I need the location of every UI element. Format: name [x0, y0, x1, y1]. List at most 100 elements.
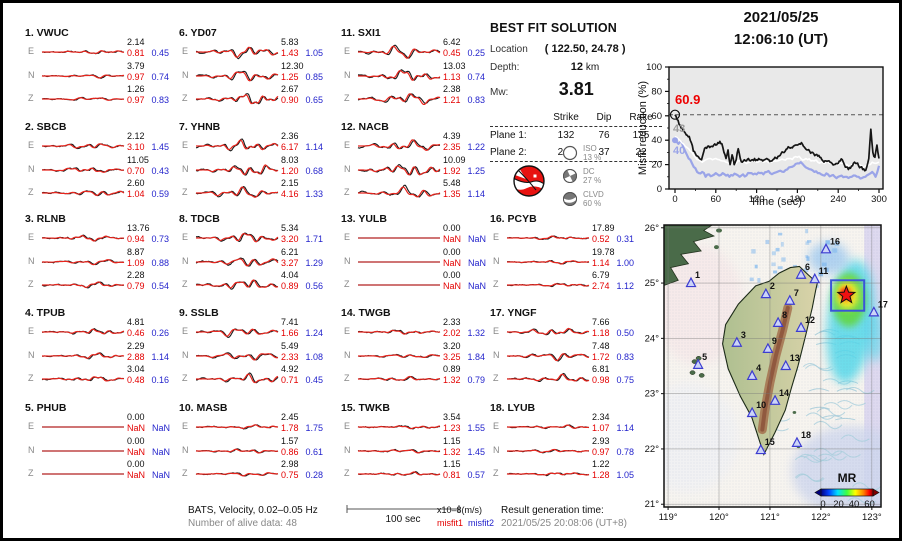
misfit1-value: NaN	[443, 258, 462, 268]
misfit2-value: 0.83	[467, 95, 486, 105]
amplitude-value: 0.00	[443, 223, 461, 233]
component-label: Z	[493, 373, 499, 383]
misfit1-value: NaN	[127, 447, 146, 457]
waveform-trace-row: E 4.39 2.35 1.22	[341, 131, 494, 158]
waveform-plot	[42, 426, 124, 428]
station-number: 18	[801, 430, 811, 440]
component-label: E	[344, 326, 351, 336]
misfit1-value: 1.14	[592, 258, 610, 268]
synthetic-trace	[42, 235, 125, 242]
waveform-trace-row: Z 2.38 1.21 0.83	[341, 84, 494, 111]
synthetic-trace	[507, 448, 590, 453]
component-label: E	[344, 140, 351, 150]
waveform-trace-row: E 0.00 NaN NaN	[25, 412, 178, 439]
misfit2-value: 1.14	[616, 423, 635, 433]
station-number: 17	[878, 299, 888, 309]
mr-colorbar: MR 0 20 40 60	[814, 471, 880, 510]
trace-values: 10.09 1.92 1.25	[443, 155, 494, 177]
station-number: 16	[830, 236, 840, 246]
misfit1-value: 0.81	[127, 48, 145, 58]
misfit2-value: 0.75	[616, 375, 635, 385]
amplitude-value: 2.28	[127, 270, 145, 280]
misfit1-value: 1.32	[443, 375, 461, 385]
misfit1-value: 0.70	[127, 166, 145, 176]
waveform-trace-row: N 1.15 1.32 1.45	[341, 436, 494, 463]
amplitude-value: 19.78	[592, 247, 615, 257]
x-tick-label: 0	[672, 194, 677, 205]
amplitude-value: 2.36	[281, 131, 299, 141]
component-label: E	[182, 46, 189, 56]
misfit1-value: 2.35	[443, 142, 461, 152]
misfit1-value: 3.27	[281, 258, 299, 268]
waveform-plot	[41, 328, 125, 335]
misfit1-value: NaN	[443, 234, 462, 244]
synthetic-trace	[507, 472, 590, 476]
misfit2-legend: misfit2	[468, 518, 495, 528]
station-block: 18. LYUB E 2.34 1.07 1.14 N 2.93 0.97 0.78 Z 1.22 1…	[490, 402, 643, 496]
x-tick-label: 60	[711, 194, 722, 205]
misfit1-value: NaN	[443, 281, 462, 291]
misfit2-value: 1.32	[467, 328, 486, 338]
component-label: N	[344, 70, 351, 80]
trace-values: 19.78 1.14 1.00	[592, 247, 643, 269]
station-block: 7. YHNB E 2.36 6.17 1.14 N 8.03 1.20 0.68 Z 2.15 4.…	[179, 121, 332, 215]
colorbar-tick-label: 0	[820, 499, 825, 510]
amplitude-value: 7.48	[592, 341, 610, 351]
amplitude-value: 6.81	[592, 364, 610, 374]
amplitude-value: 2.38	[443, 84, 461, 94]
misfit2-value: 0.88	[151, 258, 170, 268]
waveform-trace-row: Z 2.28 0.79 0.54	[25, 270, 178, 297]
station-name: 4. TPUB	[25, 307, 66, 319]
amplitude-value: 4.92	[281, 364, 299, 374]
station-marker	[795, 321, 807, 332]
station-name: 10. MASB	[179, 402, 228, 414]
trace-values: 0.89 1.32 0.79	[443, 364, 494, 386]
amplitude-value: 3.04	[127, 364, 145, 374]
component-label: Z	[182, 187, 188, 197]
misfit2-value: 0.85	[305, 72, 324, 82]
trace-values: 2.93 0.97 0.78	[592, 436, 643, 458]
amplitude-value: 0.00	[443, 247, 461, 257]
trace-values: 13.76 0.94 0.73	[127, 223, 178, 245]
trace-values: 2.29 2.88 1.14	[127, 341, 178, 363]
component-label: N	[182, 70, 189, 80]
station-name: 7. YHNB	[179, 121, 221, 133]
station-number: 12	[805, 315, 815, 325]
synthetic-trace	[358, 449, 441, 454]
waveform-plot	[41, 259, 125, 266]
waveform-plot	[357, 471, 441, 476]
amplitude-value: 2.12	[127, 131, 145, 141]
amplitude-value: 8.03	[281, 155, 299, 165]
divider	[490, 126, 662, 127]
amplitude-value: 1.15	[443, 459, 461, 469]
station-name: 12. NACB	[341, 121, 389, 133]
waveform-trace-row: N 1.57 0.86 0.61	[179, 436, 332, 463]
amplitude-value: 2.34	[592, 412, 610, 422]
synthetic-trace	[358, 471, 441, 476]
misfit-line-blue	[674, 139, 881, 180]
trace-values: 2.15 4.16 1.33	[281, 178, 332, 200]
component-label: N	[28, 70, 35, 80]
station-number: 6	[805, 262, 810, 272]
waveform-plot	[195, 185, 279, 198]
trace-values: 5.34 3.20 1.71	[281, 223, 332, 245]
amplitude-value: 0.00	[443, 270, 461, 280]
waveform-plot	[195, 424, 279, 430]
waveform-plot	[42, 450, 124, 452]
amplitude-value: 7.41	[281, 317, 299, 327]
waveform-trace-row: Z 0.89 1.32 0.79	[341, 364, 494, 391]
misfit1-value: 3.25	[443, 352, 461, 362]
misfit1-value: 0.79	[127, 281, 145, 291]
waveform-trace-row: E 2.45 1.78 1.75	[179, 412, 332, 439]
misfit1-value: 1.18	[592, 328, 610, 338]
colorbar-tick-label: 60	[864, 499, 875, 510]
station-marker	[795, 268, 807, 279]
waveform-trace-row: N 13.03 1.13 0.74	[341, 61, 494, 88]
synthetic-trace	[507, 235, 590, 240]
longitude-label: 120°	[709, 512, 729, 523]
station-number: 9	[772, 336, 777, 346]
station-name: 18. LYUB	[490, 402, 536, 414]
misfit2-value: 0.57	[467, 470, 486, 480]
waveform-plot	[195, 279, 279, 290]
amplitude-value: 12.30	[281, 61, 304, 71]
